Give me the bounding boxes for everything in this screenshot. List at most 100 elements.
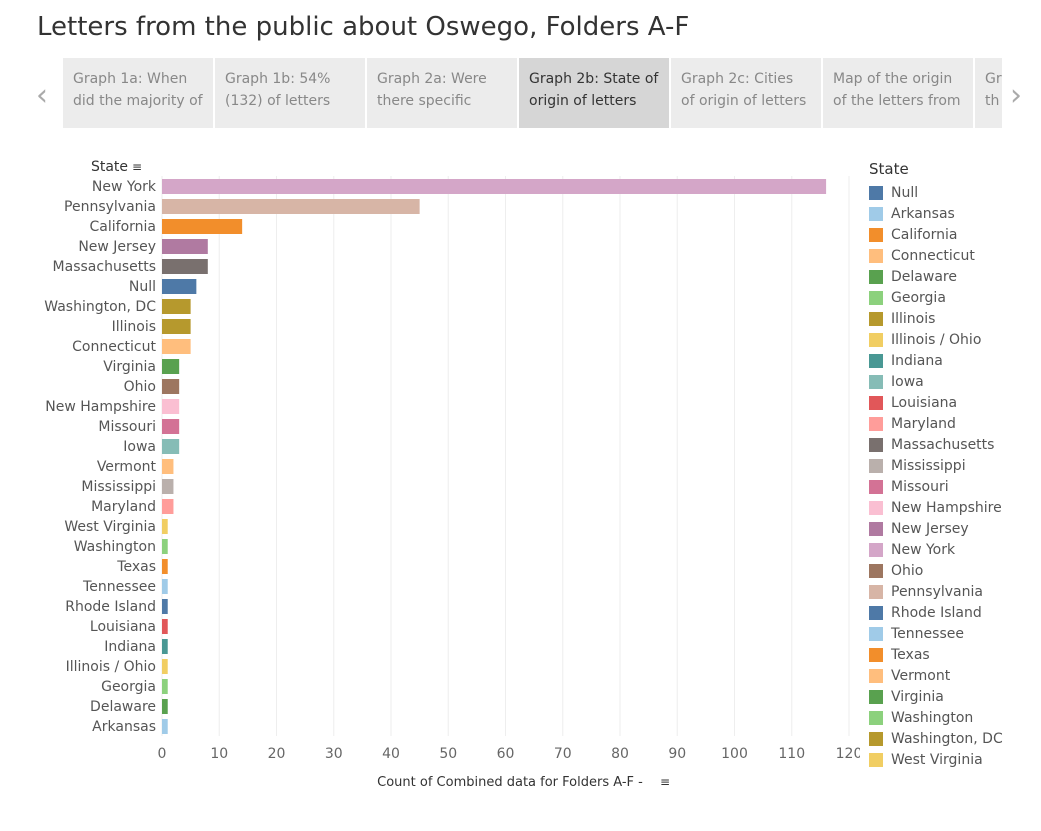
legend-item[interactable]: New Hampshire [869, 497, 1003, 518]
x-tick-label: 110 [778, 746, 805, 762]
y-tick-label: Virginia [103, 359, 156, 375]
y-tick-label: Connecticut [72, 339, 156, 355]
legend-item[interactable]: Washington, DC [869, 728, 1003, 749]
y-tick-label: Illinois [112, 319, 156, 335]
legend-label: Tennessee [891, 625, 964, 642]
legend-item[interactable]: Massachusetts [869, 434, 1003, 455]
bar-virginia [162, 359, 180, 374]
legend-label: Massachusetts [891, 436, 995, 453]
x-tick-label: 120 [836, 746, 860, 762]
tab-4[interactable]: Graph 2c: Cities of origin of letters [671, 58, 821, 128]
tab-0[interactable]: Graph 1a: When did the majority of [63, 58, 213, 128]
x-tick-label: 40 [382, 746, 400, 762]
x-tick-label: 30 [325, 746, 343, 762]
legend-label: Arkansas [891, 205, 955, 222]
y-tick-label: California [90, 219, 156, 235]
bar-new-hampshire [162, 399, 180, 414]
x-tick-label: 100 [721, 746, 748, 762]
legend-swatch [869, 647, 883, 662]
legend-label: California [891, 226, 958, 243]
legend-item[interactable]: Iowa [869, 371, 1003, 392]
legend-swatch [869, 437, 883, 452]
bar-ohio [162, 379, 180, 394]
legend-item[interactable]: Arkansas [869, 203, 1003, 224]
legend-item[interactable]: Missouri [869, 476, 1003, 497]
legend-label: Virginia [891, 688, 944, 705]
tab-1[interactable]: Graph 1b: 54% (132) of letters [215, 58, 365, 128]
legend-item[interactable]: Washington [869, 707, 1003, 728]
bar-missouri [162, 419, 180, 434]
y-tick-label: Massachusetts [53, 259, 156, 275]
legend-label: Vermont [891, 667, 951, 684]
legend-swatch [869, 731, 883, 746]
x-tick-label: 10 [210, 746, 228, 762]
legend-label: Indiana [891, 352, 943, 369]
legend-item[interactable]: Rhode Island [869, 602, 1003, 623]
legend-item[interactable]: Indiana [869, 350, 1003, 371]
legend-item[interactable]: Connecticut [869, 245, 1003, 266]
legend-label: Pennsylvania [891, 583, 983, 600]
tab-2[interactable]: Graph 2a: Were there specific [367, 58, 517, 128]
y-tick-label: Georgia [101, 679, 156, 695]
bar-illinois-ohio [162, 659, 168, 674]
legend-swatch [869, 269, 883, 284]
legend-swatch [869, 689, 883, 704]
legend-item[interactable]: Texas [869, 644, 1003, 665]
legend-item[interactable]: Delaware [869, 266, 1003, 287]
legend-swatch [869, 185, 883, 200]
y-tick-label: Louisiana [90, 619, 156, 635]
legend-item[interactable]: California [869, 224, 1003, 245]
bar-new-jersey [162, 239, 208, 254]
y-tick-label: Null [129, 279, 156, 295]
legend-item[interactable]: Illinois [869, 308, 1003, 329]
legend-swatch [869, 752, 883, 767]
legend-item[interactable]: Tennessee [869, 623, 1003, 644]
legend-item[interactable]: Louisiana [869, 392, 1003, 413]
legend-item[interactable]: Pennsylvania [869, 581, 1003, 602]
legend-title: State [869, 160, 909, 178]
y-tick-label: Maryland [91, 499, 156, 515]
x-tick-label: 80 [611, 746, 629, 762]
x-tick-label: 50 [439, 746, 457, 762]
bar-texas [162, 559, 168, 574]
x-tick-label: 60 [497, 746, 515, 762]
bar-tennessee [162, 579, 168, 594]
legend-item[interactable]: Mississippi [869, 455, 1003, 476]
legend-swatch [869, 584, 883, 599]
legend-label: Washington, DC [891, 730, 1003, 747]
legend-item[interactable]: Virginia [869, 686, 1003, 707]
next-tab-button[interactable]: › [1010, 78, 1022, 113]
bar-delaware [162, 699, 168, 714]
tab-3[interactable]: Graph 2b: State of origin of letters [519, 58, 669, 128]
legend-label: Washington [891, 709, 974, 726]
x-tick-label: 90 [668, 746, 686, 762]
y-tick-label: Washington, DC [44, 299, 156, 315]
legend-label: Louisiana [891, 394, 958, 411]
legend-item[interactable]: Georgia [869, 287, 1003, 308]
bar-pennsylvania [162, 199, 420, 214]
legend-label: Illinois [891, 310, 936, 327]
legend-swatch [869, 374, 883, 389]
tab-5[interactable]: Map of the origin of the letters from [823, 58, 973, 128]
tab-6[interactable]: Gr th [975, 58, 1002, 128]
legend-item[interactable]: Vermont [869, 665, 1003, 686]
legend-label: Mississippi [891, 457, 966, 474]
bar-louisiana [162, 619, 168, 634]
legend-item[interactable]: New York [869, 539, 1003, 560]
bar-california [162, 219, 243, 234]
legend-item[interactable]: West Virginia [869, 749, 1003, 770]
y-tick-label: Pennsylvania [64, 199, 156, 215]
story-tabs: Graph 1a: When did the majority of Graph … [63, 58, 1002, 128]
legend-swatch [869, 311, 883, 326]
legend-item[interactable]: Maryland [869, 413, 1003, 434]
legend-swatch [869, 626, 883, 641]
legend-item[interactable]: Null [869, 182, 1003, 203]
bar-illinois [162, 319, 191, 334]
y-tick-label: West Virginia [64, 519, 156, 535]
legend-swatch [869, 458, 883, 473]
legend-item[interactable]: New Jersey [869, 518, 1003, 539]
legend-item[interactable]: Ohio [869, 560, 1003, 581]
legend-item[interactable]: Illinois / Ohio [869, 329, 1003, 350]
y-tick-label: Rhode Island [65, 599, 156, 615]
prev-tab-button[interactable]: ‹ [36, 78, 48, 113]
